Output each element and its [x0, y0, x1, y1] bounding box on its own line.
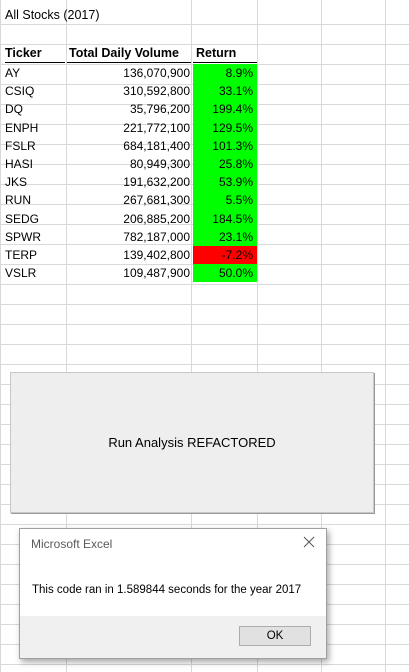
- gridline: [0, 524, 409, 525]
- ticker-cell: VSLR: [5, 266, 37, 281]
- volume-cell: 782,187,000: [123, 229, 190, 244]
- dialog-footer: OK: [20, 616, 326, 658]
- gridline: [191, 0, 192, 672]
- ticker-cell: JKS: [5, 175, 28, 190]
- ticker-cell: DQ: [5, 102, 23, 117]
- volume-cell: 139,402,800: [123, 248, 190, 262]
- message-dialog: Microsoft Excel This code ran in 1.58984…: [19, 528, 327, 659]
- volume-cell: 310,592,800: [123, 84, 190, 99]
- gridline: [0, 44, 409, 45]
- return-cell: 33.1%: [193, 82, 257, 101]
- volume-cell: 109,487,900: [123, 266, 190, 281]
- return-cell: 23.1%: [193, 227, 257, 246]
- gridline: [0, 304, 409, 305]
- gridline: [321, 0, 322, 672]
- ticker-cell: TERP: [5, 248, 38, 262]
- gridline: [0, 324, 409, 325]
- return-cell: 25.8%: [193, 155, 257, 174]
- header-ticker: Ticker: [5, 45, 65, 63]
- volume-cell: 191,632,200: [123, 175, 190, 190]
- return-cell: 129.5%: [193, 118, 257, 137]
- header-return: Return: [193, 45, 257, 63]
- ticker-cell: AY: [5, 66, 21, 80]
- gridline: [0, 664, 409, 665]
- gridline: [385, 0, 386, 672]
- dialog-message: This code ran in 1.589844 seconds for th…: [32, 584, 302, 596]
- return-cell: 184.5%: [193, 209, 257, 228]
- dialog-title: Microsoft Excel: [31, 537, 113, 551]
- volume-cell: 35,796,200: [129, 102, 190, 117]
- volume-cell: 136,070,900: [123, 66, 190, 80]
- ticker-cell: RUN: [5, 193, 31, 208]
- ticker-cell: SPWR: [5, 229, 41, 244]
- gridline: [0, 344, 409, 345]
- ticker-cell: ENPH: [5, 120, 39, 135]
- ticker-cell: FSLR: [5, 138, 36, 153]
- gridline: [0, 364, 409, 365]
- volume-cell: 267,681,300: [123, 193, 190, 208]
- ticker-cell: SEDG: [5, 211, 40, 226]
- return-cell: 5.5%: [193, 191, 257, 210]
- gridline: [0, 24, 409, 25]
- ticker-cell: CSIQ: [5, 84, 35, 99]
- volume-cell: 684,181,400: [123, 138, 190, 153]
- gridline: [0, 284, 409, 285]
- volume-cell: 221,772,100: [123, 120, 190, 135]
- return-cell: 199.4%: [193, 100, 257, 119]
- gridline: [66, 0, 67, 672]
- ticker-cell: HASI: [5, 157, 34, 171]
- run-analysis-button[interactable]: Run Analysis REFACTORED: [10, 372, 374, 513]
- close-icon[interactable]: [301, 534, 317, 550]
- return-cell: 53.9%: [193, 173, 257, 192]
- volume-cell: 206,885,200: [123, 211, 190, 226]
- gridline: [0, 0, 1, 672]
- sheet-title: All Stocks (2017): [5, 8, 100, 22]
- header-total-daily-volume: Total Daily Volume: [67, 45, 191, 63]
- return-cell: 101.3%: [193, 136, 257, 155]
- gridline: [257, 0, 258, 672]
- ok-button[interactable]: OK: [239, 626, 311, 646]
- return-cell: 8.9%: [193, 64, 257, 83]
- volume-cell: 80,949,300: [129, 157, 190, 171]
- return-cell: 50.0%: [193, 264, 257, 283]
- return-cell: -7.2%: [193, 246, 257, 265]
